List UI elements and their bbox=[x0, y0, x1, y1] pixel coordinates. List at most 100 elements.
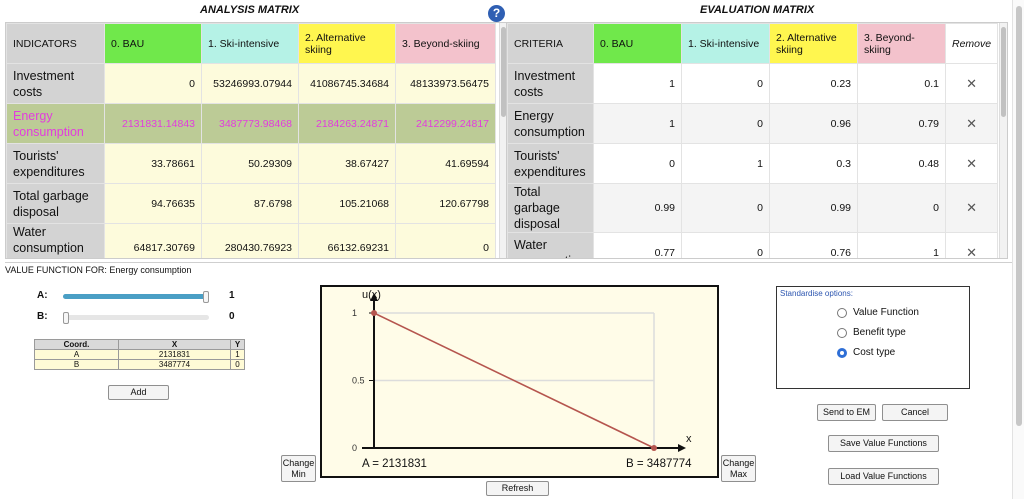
y-tick-label: 0 bbox=[352, 443, 357, 453]
send-to-em-button[interactable]: Send to EM bbox=[817, 404, 876, 421]
analysis-row[interactable]: Tourists' expenditures 33.78661 50.29309 38… bbox=[6, 143, 496, 184]
analysis-row[interactable]: Water consumption for64817.30769280430.7… bbox=[6, 223, 496, 258]
criteria-name: Energy consumption bbox=[507, 103, 594, 144]
indicator-name[interactable]: Total garbage disposal bbox=[6, 183, 105, 224]
save-value-functions-button[interactable]: Save Value Functions bbox=[828, 435, 939, 452]
evaluation-cell: 0 bbox=[681, 232, 770, 258]
remove-icon[interactable]: ✕ bbox=[944, 143, 999, 184]
radio-value-function[interactable] bbox=[837, 307, 847, 318]
remove-icon[interactable]: ✕ bbox=[944, 103, 999, 144]
evaluation-cell: 0.99 bbox=[593, 183, 682, 233]
evaluation-cell: 0 bbox=[681, 103, 770, 144]
cancel-button[interactable]: Cancel bbox=[882, 404, 948, 421]
slider-a-handle[interactable] bbox=[203, 291, 209, 303]
coord-x[interactable]: 3487774 bbox=[118, 359, 231, 370]
evaluation-scrollbar[interactable] bbox=[999, 23, 1007, 258]
coord-header: Coord. bbox=[34, 339, 119, 350]
analysis-cell: 66132.69231 bbox=[298, 223, 396, 258]
y-axis-label: u(x) bbox=[362, 289, 381, 301]
analysis-matrix-title: ANALYSIS MATRIX bbox=[200, 4, 300, 16]
evaluation-matrix: CRITERIA 0. BAU 1. Ski-intensive 2. Alterna… bbox=[506, 22, 1008, 259]
evaluation-cell: 0.96 bbox=[769, 103, 858, 144]
slider-a-value: 1 bbox=[229, 290, 235, 301]
analysis-cell: 2412299.24817 bbox=[395, 103, 496, 144]
criteria-name: Investment costs bbox=[507, 63, 594, 104]
value-function-label: VALUE FUNCTION FOR: Energy consumption bbox=[5, 265, 192, 275]
x-axis-arrow bbox=[678, 444, 686, 452]
evaluation-cell: 0.77 bbox=[593, 232, 682, 258]
option-value-function[interactable]: Value Function bbox=[837, 307, 919, 318]
evaluation-cell: 0.79 bbox=[857, 103, 946, 144]
scenario-header: 0. BAU bbox=[104, 23, 202, 64]
slider-b-handle[interactable] bbox=[63, 312, 69, 324]
analysis-cell: 41086745.34684 bbox=[298, 63, 396, 104]
scenario-header: 2. Alternative skiing bbox=[769, 23, 858, 64]
add-button[interactable]: Add bbox=[108, 385, 169, 400]
evaluation-cell: 1 bbox=[681, 143, 770, 184]
analysis-cell: 64817.30769 bbox=[104, 223, 202, 258]
x-max-label: B = 3487774 bbox=[626, 458, 692, 470]
evaluation-cell: 0.1 bbox=[857, 63, 946, 104]
scenario-header: 3. Beyond-skiing bbox=[395, 23, 496, 64]
slider-a[interactable] bbox=[63, 294, 209, 299]
slider-b[interactable] bbox=[63, 315, 209, 320]
change-max-button[interactable]: Change Max bbox=[721, 455, 756, 482]
refresh-button[interactable]: Refresh bbox=[486, 481, 549, 496]
data-point bbox=[371, 310, 377, 316]
analysis-cell: 48133973.56475 bbox=[395, 63, 496, 104]
evaluation-table: CRITERIA 0. BAU 1. Ski-intensive 2. Alterna… bbox=[507, 23, 999, 258]
analysis-cell: 94.76635 bbox=[104, 183, 202, 224]
load-value-functions-button[interactable]: Load Value Functions bbox=[828, 468, 939, 485]
series-line bbox=[373, 312, 655, 449]
indicator-name[interactable]: Water consumption for bbox=[6, 223, 105, 258]
radio-benefit-type[interactable] bbox=[837, 327, 847, 338]
coord-name: A bbox=[34, 349, 119, 360]
analysis-cell: 87.6798 bbox=[201, 183, 299, 224]
evaluation-cell: 0.48 bbox=[857, 143, 946, 184]
option-cost-type-label: Cost type bbox=[853, 347, 896, 358]
evaluation-cell: 0.76 bbox=[769, 232, 858, 258]
evaluation-cell: 0 bbox=[593, 143, 682, 184]
radio-cost-type[interactable] bbox=[837, 347, 847, 358]
evaluation-row: Tourists' expenditures 0 1 0.3 0.48 ✕ bbox=[507, 143, 999, 184]
slider-b-label: B: bbox=[37, 311, 48, 322]
y-tick-label: 0.5 bbox=[352, 376, 365, 386]
x-header: X bbox=[118, 339, 231, 350]
indicator-name[interactable]: Tourists' expenditures bbox=[6, 143, 105, 184]
change-min-button[interactable]: Change Min bbox=[281, 455, 316, 482]
y-header: Y bbox=[230, 339, 245, 350]
coord-x[interactable]: 2131831 bbox=[118, 349, 231, 360]
evaluation-row: Total garbage disposal 0.99 0 0.99 0 ✕ bbox=[507, 183, 999, 233]
indicator-name[interactable]: Energy consumption bbox=[6, 103, 105, 144]
remove-icon[interactable]: ✕ bbox=[944, 63, 999, 104]
analysis-scrollbar[interactable] bbox=[499, 23, 507, 258]
analysis-table: INDICATORS 0. BAU 1. Ski-intensive 2. Alter… bbox=[6, 23, 496, 258]
page-scrollbar[interactable] bbox=[1012, 0, 1024, 499]
analysis-row[interactable]: Energy consumption 2131831.14843 3487773.9… bbox=[6, 103, 496, 144]
scenario-header: 0. BAU bbox=[593, 23, 682, 64]
analysis-row[interactable]: Investment costs 0 53246993.07944 41086745.… bbox=[6, 63, 496, 104]
scenario-header: 1. Ski-intensive bbox=[201, 23, 299, 64]
analysis-row[interactable]: Total garbage disposal 94.76635 87.6798 105… bbox=[6, 183, 496, 224]
analysis-matrix: INDICATORS 0. BAU 1. Ski-intensive 2. Alter… bbox=[5, 22, 508, 259]
option-cost-type[interactable]: Cost type bbox=[837, 347, 895, 358]
option-benefit-type[interactable]: Benefit type bbox=[837, 327, 906, 338]
coordinate-row[interactable]: A 2131831 1 bbox=[34, 349, 245, 360]
help-icon[interactable]: ? bbox=[488, 5, 505, 22]
analysis-cell: 50.29309 bbox=[201, 143, 299, 184]
standardise-options-label: Standardise options: bbox=[780, 289, 853, 298]
scenario-header: 1. Ski-intensive bbox=[681, 23, 770, 64]
remove-icon[interactable]: ✕ bbox=[944, 232, 999, 258]
value-function-panel bbox=[5, 262, 1021, 497]
slider-a-fill bbox=[63, 294, 209, 299]
remove-icon[interactable]: ✕ bbox=[944, 183, 999, 233]
indicator-name[interactable]: Investment costs bbox=[6, 63, 105, 104]
coordinate-row[interactable]: B 3487774 0 bbox=[34, 359, 245, 370]
standardise-options-box: Standardise options: Value Function Bene… bbox=[776, 286, 970, 389]
coord-y[interactable]: 0 bbox=[230, 359, 245, 370]
analysis-cell: 2131831.14843 bbox=[104, 103, 202, 144]
scenario-header: 2. Alternative skiing bbox=[298, 23, 396, 64]
coord-y[interactable]: 1 bbox=[230, 349, 245, 360]
option-benefit-type-label: Benefit type bbox=[853, 327, 906, 338]
evaluation-cell: 1 bbox=[593, 63, 682, 104]
